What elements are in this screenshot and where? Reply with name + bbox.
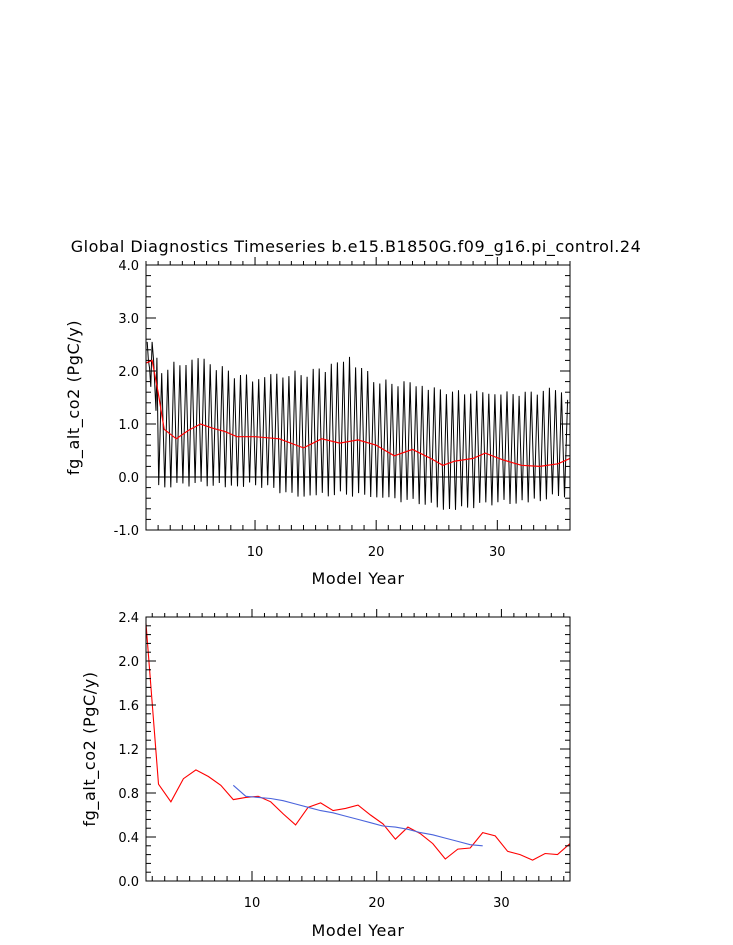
x-tick-label: 30: [493, 896, 510, 911]
top-plot-frame: [145, 264, 571, 531]
y-tick-label: 2.0: [118, 655, 139, 670]
y-tick-label: -1.0: [114, 524, 139, 539]
bottom-ylabel: fg_alt_co2 (PgC/y): [80, 671, 100, 826]
top-xlabel: Model Year: [312, 569, 405, 588]
y-tick-label: 0.0: [118, 471, 139, 486]
bottom-xlabel: Model Year: [312, 921, 405, 940]
series-annual-mean-line: [145, 359, 571, 468]
y-tick-label: 2.4: [118, 611, 139, 626]
y-tick-label: 4.0: [118, 259, 139, 274]
top-plot-area: [145, 341, 571, 510]
bottom-panel: 10 20 30 0.0 0.4 0.8 1.2 1.6 2.0 2.4 Model Year f…: [80, 609, 571, 940]
bottom-plot-frame: [145, 616, 571, 882]
chart-title: Global Diagnostics Timeseries b.e15.B185…: [71, 237, 642, 257]
y-tick-label: 3.0: [118, 312, 139, 327]
top-axis-ticks: 10 20 30 -1.0 0.0 1.0 2.0 3.0 4.0: [114, 257, 571, 560]
y-tick-label: 0.4: [118, 831, 139, 846]
y-tick-label: 1.0: [118, 418, 139, 433]
y-tick-label: 0.8: [118, 787, 139, 802]
y-tick-label: 1.6: [118, 699, 139, 714]
x-tick-label: 20: [368, 896, 385, 911]
x-tick-label: 30: [489, 545, 506, 560]
top-panel: 10 20 30 -1.0 0.0 1.0 2.0 3.0 4.0 Model Year fg_…: [64, 257, 571, 588]
bottom-plot-area: [145, 623, 571, 861]
series-running-mean-line: [232, 784, 483, 847]
series-monthly-line: [146, 341, 569, 510]
bottom-axis-ticks: 10 20 30 0.0 0.4 0.8 1.2 1.6 2.0 2.4: [118, 609, 570, 911]
y-tick-label: 0.0: [118, 875, 139, 890]
series-annual-mean-line: [145, 623, 571, 861]
x-tick-label: 20: [368, 545, 385, 560]
top-ylabel: fg_alt_co2 (PgC/y): [64, 320, 84, 475]
y-tick-label: 1.2: [118, 743, 139, 758]
x-tick-label: 10: [244, 896, 261, 911]
x-tick-label: 10: [247, 545, 264, 560]
y-tick-label: 2.0: [118, 365, 139, 380]
